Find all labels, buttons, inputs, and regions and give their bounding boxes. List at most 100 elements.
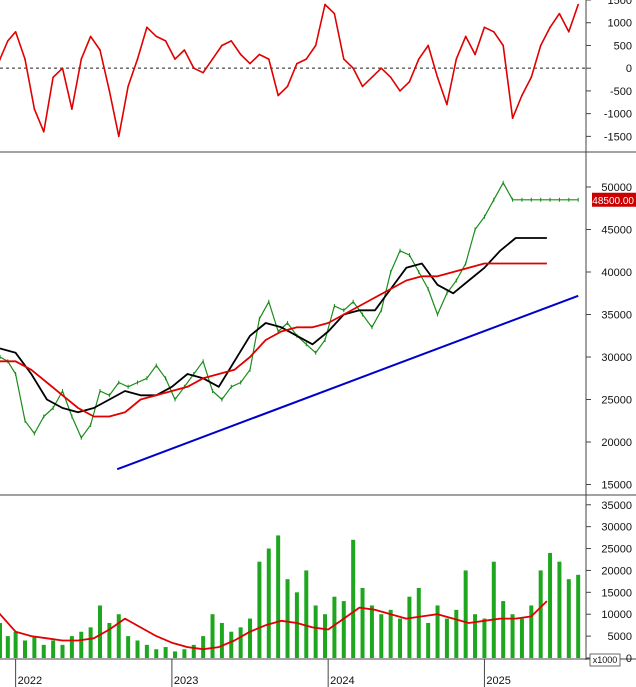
oscillator-point [71, 108, 73, 110]
oscillator-point [558, 12, 561, 15]
volume-bar [501, 601, 506, 658]
oscillator-point [42, 131, 45, 133]
oscillator-point [155, 35, 158, 38]
volume-bar [519, 618, 524, 658]
volume-bar [173, 651, 178, 658]
volume-tick-label: 30000 [601, 522, 632, 534]
volume-tick-label: 0 [626, 653, 632, 665]
oscillator-tick-label: -500 [610, 86, 632, 98]
volume-bar [360, 587, 365, 658]
volume-bar [398, 618, 403, 658]
volume-bar [407, 596, 412, 658]
volume-bar [107, 622, 112, 658]
volume-bar [276, 535, 281, 658]
oscillator-point [14, 31, 17, 33]
volume-bar [238, 627, 243, 658]
volume-bar [426, 622, 431, 658]
volume-bar [435, 605, 440, 658]
volume-bar [304, 570, 309, 658]
volume-bar [379, 614, 384, 658]
oscillator-point [427, 44, 429, 47]
price-tick-label: 45000 [601, 225, 632, 237]
volume-bar [548, 552, 553, 658]
volume-unit-label: x1000 [593, 655, 618, 665]
volume-ma-line [0, 600, 548, 651]
oscillator-point [146, 26, 148, 29]
oscillator-point [314, 44, 317, 47]
volume-bar [557, 561, 562, 658]
oscillator-point [202, 71, 204, 74]
oscillator-point [164, 40, 167, 42]
oscillator-point [117, 135, 120, 138]
price-tick-label: 35000 [601, 310, 632, 322]
oscillator-tick-label: -1000 [604, 109, 632, 121]
trend-line [116, 294, 579, 471]
x-tick-label: 2024 [330, 675, 354, 687]
chart-panels [0, 0, 636, 660]
volume-bar [219, 622, 224, 658]
oscillator-point [108, 90, 111, 92]
oscillator-point [408, 81, 411, 83]
oscillator-point [99, 49, 101, 51]
oscillator-point [511, 117, 514, 119]
volume-bar [13, 631, 18, 658]
oscillator-point [211, 58, 214, 60]
oscillator-tick-label: 0 [626, 63, 632, 75]
oscillator-point [0, 58, 1, 60]
oscillator-point [474, 53, 476, 56]
price-panel: 50000 45000 40000 35000 30000 25000 20000 15000… [0, 180, 636, 492]
volume-bar [294, 592, 299, 658]
volume-bar [201, 636, 206, 658]
oscillator-point [577, 3, 579, 6]
volume-bar [529, 605, 534, 658]
price-tick-label: 50000 [601, 182, 632, 194]
volume-bar [144, 644, 149, 658]
oscillator-point [333, 12, 336, 15]
oscillator-point [371, 76, 373, 79]
volume-bar [116, 614, 121, 658]
volume-bar [248, 618, 253, 658]
oscillator-tick-label: 500 [614, 40, 632, 52]
volume-bar [576, 574, 581, 658]
oscillator-point [342, 58, 345, 60]
volume-bar [491, 561, 496, 658]
volume-bar [285, 579, 290, 658]
volume-bar [257, 561, 262, 658]
oscillator-point [127, 85, 129, 88]
x-tick-label: 2022 [18, 675, 42, 687]
volume-bar [332, 596, 337, 658]
oscillator-point [258, 53, 261, 56]
price-series-line [0, 182, 579, 439]
volume-bar [191, 644, 196, 658]
volume-tick-label: 5000 [608, 631, 632, 643]
volume-bar [416, 587, 421, 658]
volume-bar [229, 631, 234, 658]
oscillator-point [361, 85, 364, 88]
volume-bar [163, 647, 168, 658]
volume-tick-label: 10000 [601, 609, 632, 621]
oscillator-point [539, 44, 542, 47]
volume-bar [463, 570, 468, 658]
volume-panel: 35000 30000 25000 20000 15000 10000 5000 0 x1000 [0, 500, 632, 667]
volume-bar [88, 627, 93, 658]
oscillator-point [493, 31, 495, 33]
oscillator-point [221, 44, 223, 47]
volume-tick-label: 20000 [601, 565, 632, 577]
oscillator-point [89, 35, 92, 38]
oscillator-point [174, 58, 176, 60]
volume-bar [369, 605, 374, 658]
oscillator-point [436, 76, 439, 79]
price-tick-label: 25000 [601, 395, 632, 407]
oscillator-point [502, 44, 504, 47]
volume-tick-label: 25000 [601, 544, 632, 556]
volume-bar [341, 601, 346, 658]
oscillator-point [249, 62, 251, 65]
oscillator-point [455, 58, 458, 60]
oscillator-tick-label: 1000 [608, 18, 632, 30]
volume-tick-label: 15000 [601, 587, 632, 599]
unit-box [589, 653, 621, 667]
volume-bar [41, 644, 46, 658]
volume-bar [351, 539, 356, 658]
oscillator-point [136, 58, 139, 60]
